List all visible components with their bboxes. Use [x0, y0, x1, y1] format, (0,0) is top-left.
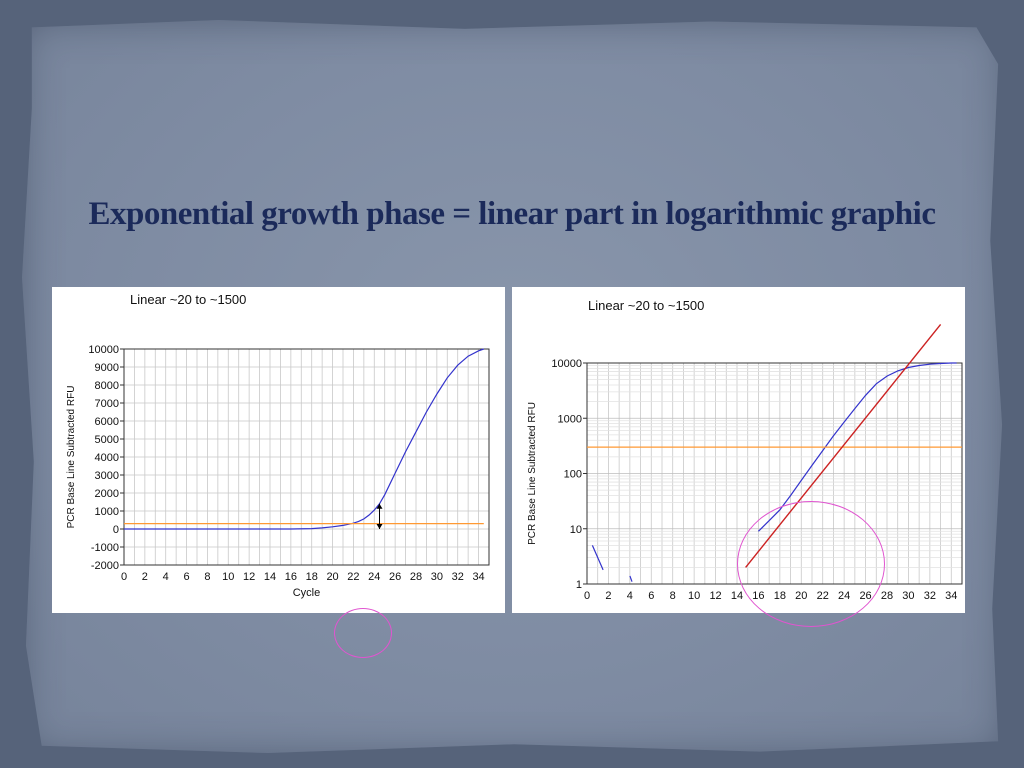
- y-tick-label: 10000: [551, 358, 582, 370]
- x-axis-label: Cycle: [293, 587, 321, 599]
- annotation-circle-small: [334, 608, 392, 658]
- y-tick-label: 1: [576, 579, 582, 591]
- annotation-circle-large: [737, 501, 885, 627]
- y-tick-label: -2000: [91, 560, 119, 572]
- x-tick-label: 12: [243, 571, 255, 583]
- y-tick-label: 9000: [95, 362, 119, 374]
- x-tick-label: 12: [709, 590, 721, 602]
- slide-title: Exponential growth phase = linear part i…: [88, 196, 936, 232]
- y-tick-label: 8000: [95, 380, 119, 392]
- y-tick-label: 1000: [558, 413, 582, 425]
- x-tick-label: 10: [222, 571, 234, 583]
- x-tick-label: 14: [264, 571, 276, 583]
- x-tick-label: 6: [184, 571, 190, 583]
- chart-title: Linear ~20 to ~1500: [130, 292, 246, 307]
- x-tick-label: 26: [389, 571, 401, 583]
- x-tick-label: 22: [347, 571, 359, 583]
- y-tick-label: 10000: [88, 344, 119, 356]
- x-tick-label: 0: [121, 571, 127, 583]
- x-tick-label: 32: [452, 571, 464, 583]
- arrow-head-up: [376, 503, 383, 509]
- x-tick-label: 34: [472, 571, 484, 583]
- chart-title: Linear ~20 to ~1500: [588, 298, 704, 313]
- y-tick-label: 7000: [95, 398, 119, 410]
- linear-chart: -2000 -1000 0 1000 2000 3000 4000 5000 6000 7000 8…: [52, 287, 505, 613]
- x-tick-label: 34: [945, 590, 957, 602]
- y-tick-label: 2000: [95, 488, 119, 500]
- y-tick-label: 4000: [95, 452, 119, 464]
- series-line-1: [591, 545, 604, 571]
- x-tick-label: 16: [285, 571, 297, 583]
- x-tick-label: 30: [431, 571, 443, 583]
- y-axis-label: PCR Base Line Subtracted RFU: [527, 402, 538, 545]
- series-line-0: [757, 362, 957, 532]
- y-tick-label: 1000: [95, 506, 119, 518]
- x-tick-label: 8: [204, 571, 210, 583]
- x-tick-label: 4: [163, 571, 169, 583]
- y-tick-label: 3000: [95, 470, 119, 482]
- y-axis-label: PCR Base Line Subtracted RFU: [66, 386, 77, 529]
- linear-chart-svg: -2000 -1000 0 1000 2000 3000 4000 5000 6000 7000 8…: [66, 292, 490, 599]
- y-tick-label: 6000: [95, 416, 119, 428]
- x-tick-label: 4: [627, 590, 633, 602]
- y-tick-label: 10: [570, 524, 582, 536]
- y-tick-label: -1000: [91, 542, 119, 554]
- x-tick-label: 2: [142, 571, 148, 583]
- x-tick-label: 20: [326, 571, 338, 583]
- x-tick-label: 30: [902, 590, 914, 602]
- series-line-0: [124, 348, 484, 530]
- arrow-head-down: [376, 524, 383, 529]
- x-tick-label: 0: [584, 590, 590, 602]
- x-tick-label: 6: [648, 590, 654, 602]
- y-tick-label: 0: [113, 524, 119, 536]
- series-line-2: [629, 575, 633, 582]
- x-tick-label: 28: [881, 590, 893, 602]
- y-tick-label: 100: [564, 469, 582, 481]
- y-tick-label: 5000: [95, 434, 119, 446]
- x-tick-label: 8: [670, 590, 676, 602]
- x-tick-label: 24: [368, 571, 380, 583]
- x-tick-label: 32: [924, 590, 936, 602]
- x-tick-label: 18: [306, 571, 318, 583]
- x-tick-label: 2: [605, 590, 611, 602]
- x-tick-label: 10: [688, 590, 700, 602]
- x-tick-label: 14: [731, 590, 743, 602]
- x-tick-label: 28: [410, 571, 422, 583]
